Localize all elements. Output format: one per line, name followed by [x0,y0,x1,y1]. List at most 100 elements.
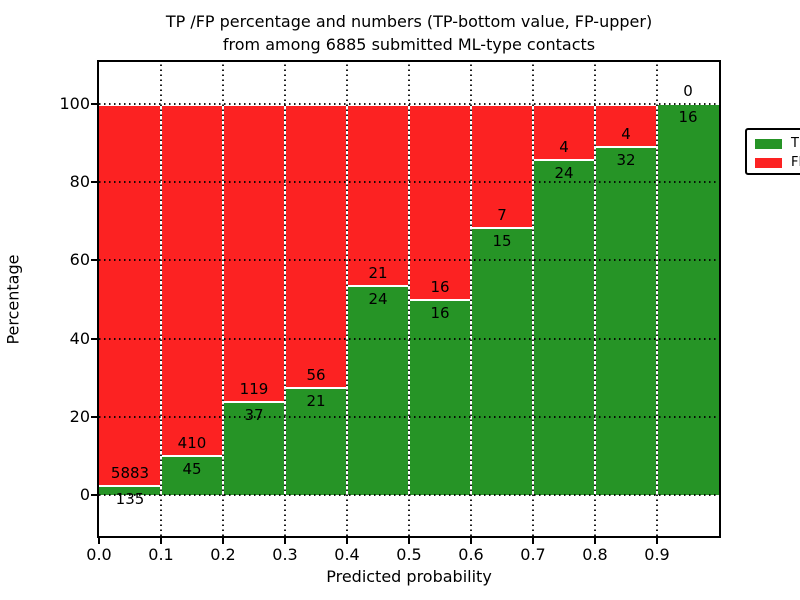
tp-count-label: 24 [368,290,388,309]
tp-count-label: 32 [616,151,636,170]
x-tick-mark [284,538,286,544]
fp-count-label: 119 [239,380,269,399]
bar-segment-edge [409,298,471,301]
tp-bar-segment [285,388,347,495]
x-tick-label: 0.3 [272,545,298,564]
fp-swatch-icon [755,158,782,168]
v-gridline [160,62,162,536]
legend-label: FP [791,155,800,170]
legend-label: TP [791,136,800,151]
x-tick-mark [346,538,348,544]
x-tick-label: 0.4 [334,545,360,564]
y-tick-label: 0 [79,485,90,504]
y-tick-mark [91,337,97,340]
bar-segment-edge [533,158,595,161]
tp-bar-segment [471,228,533,495]
tp-count-label: 15 [492,232,512,251]
x-tick-label: 0.5 [396,545,422,564]
x-tick-label: 0.8 [582,545,608,564]
fp-count-label: 0 [683,82,693,100]
y-tick-mark [91,259,97,262]
chart-title: TP /FP percentage and numbers (TP-bottom… [97,10,721,56]
v-gridline [470,62,472,536]
bar-segment-edge [595,146,657,149]
v-gridline [408,62,410,536]
x-tick-mark [656,538,658,544]
bar-segment-edge [347,285,409,288]
bar-segment-edge [285,387,347,390]
y-tick-mark [91,103,97,105]
fp-count-label: 16 [430,277,450,296]
fp-count-label: 5883 [110,464,150,483]
fp-count-label: 21 [368,264,388,283]
chart-title-line1: TP /FP percentage and numbers (TP-bottom… [165,12,653,31]
x-tick-mark [594,538,596,544]
y-tick-label: 60 [69,250,90,270]
v-gridline [532,62,534,536]
x-tick-label: 0.7 [520,545,546,564]
x-tick-mark [408,538,410,544]
x-axis-label: Predicted probability [326,567,492,586]
fp-bar-segment [471,104,533,229]
fp-bar-segment [285,104,347,389]
y-tick-label: 40 [69,328,90,348]
tp-bar-segment [347,286,409,495]
fp-count-label: 4 [621,125,631,144]
tp-swatch-icon [755,139,782,149]
y-tick-mark [91,181,97,184]
tp-count-label: 45 [182,460,202,479]
v-gridline [222,62,224,536]
tp-bar-segment [409,299,471,495]
x-tick-mark [470,538,472,544]
x-tick-mark [532,538,534,544]
x-tick-label: 0.2 [210,545,236,564]
tp-count-label: 21 [306,392,326,411]
y-axis-label: Percentage [3,254,23,345]
x-tick-mark [222,538,224,544]
v-gridline [594,62,596,536]
fp-bar-segment [99,104,161,487]
v-gridline [284,62,286,536]
tp-count-label: 135 [115,490,145,509]
v-gridline [346,62,348,536]
tp-bar-segment [595,147,657,495]
x-tick-mark [98,538,100,544]
fp-count-label: 410 [177,434,207,453]
fp-bar-segment [595,104,657,148]
tp-bar-segment [161,456,223,495]
tp-count-label: 37 [244,406,264,425]
legend: TP FP [745,128,800,175]
fp-count-label: 4 [559,137,569,156]
fp-bar-segment [161,104,223,457]
chart-title-line2: from among 6885 submitted ML-type contac… [222,35,596,54]
plot-area: 5883 135 410 45 119 37 56 21 21 24 16 16 7 15 4 24 4 32 0 1… [97,60,800,538]
fp-bar-segment [223,104,285,403]
fp-count-label: 7 [497,206,507,225]
bar-segment-edge [471,227,533,230]
tp-bar-segment [657,104,719,495]
y-tick-mark [91,494,97,496]
fp-bar-segment [409,104,471,300]
bar-segment-edge [223,401,285,404]
x-tick-mark [160,538,162,544]
y-tick-mark [91,415,97,418]
legend-item-fp: FP [755,155,800,171]
legend-item-tp: TP [755,136,800,152]
plot-inner: 5883 135 410 45 119 37 56 21 21 24 16 16 7 15 4 24 4 32 0 1… [99,62,719,536]
tp-count-label: 24 [554,163,574,182]
y-tick-label: 20 [69,406,90,426]
tp-bar-segment [99,486,161,495]
bar-segment-edge [99,485,161,488]
y-tick-label: 80 [69,172,90,192]
x-tick-label: 0.9 [644,545,670,564]
x-tick-label: 0.0 [86,545,112,564]
tp-count-label: 16 [430,303,450,322]
tp-count-label: 16 [678,108,698,126]
x-tick-label: 0.6 [458,545,484,564]
tp-bar-segment [533,159,595,495]
y-tick-label: 100 [59,94,90,113]
fp-bar-segment [347,104,409,287]
fp-count-label: 56 [306,366,326,385]
v-gridline [656,62,658,536]
